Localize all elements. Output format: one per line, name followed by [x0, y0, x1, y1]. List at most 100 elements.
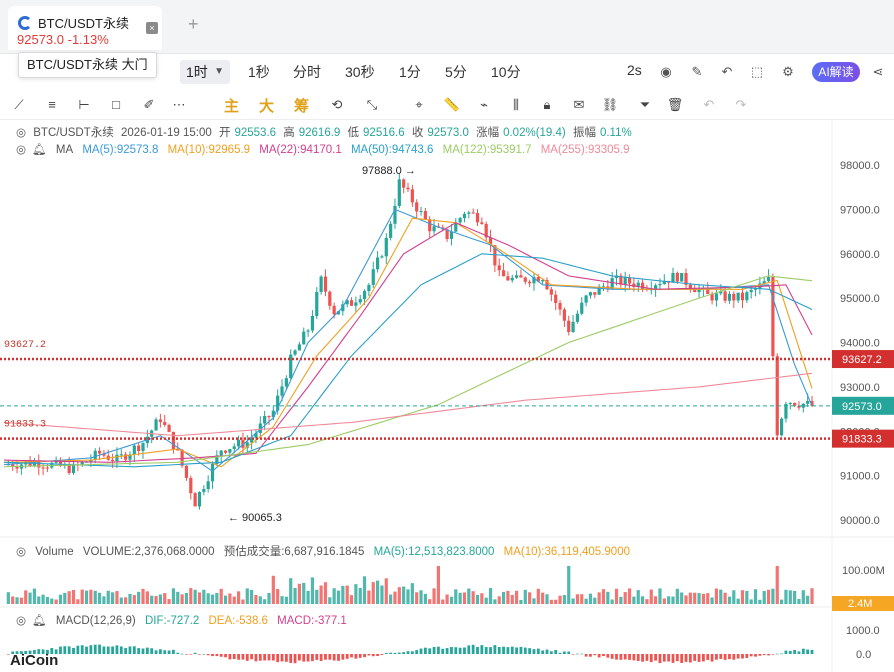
candle-style-icon[interactable]: ⫼	[513, 97, 519, 112]
info-eye-icon[interactable]: ◎	[16, 127, 27, 139]
macd-histogram-bar	[736, 654, 740, 659]
interval-timeline[interactable]: 分时	[293, 64, 321, 80]
undo-layout-icon[interactable]: ↶	[721, 64, 733, 79]
settings-icon[interactable]: ⚙	[782, 64, 794, 79]
volume-bar	[137, 591, 141, 604]
share-icon[interactable]: ⋖	[872, 64, 884, 79]
candle-body	[740, 292, 745, 301]
rectangle-icon[interactable]: □	[112, 97, 120, 112]
close-tab-icon[interactable]: ×	[146, 22, 158, 34]
candle-body	[41, 467, 45, 469]
candle-body	[410, 189, 414, 203]
volume-bar	[654, 596, 658, 604]
interval-1s[interactable]: 1秒	[248, 64, 270, 80]
magnet-icon[interactable]: ⌁	[480, 97, 488, 112]
brush-icon[interactable]: ✐	[143, 97, 155, 112]
interval-selector[interactable]: 1时 ▼	[180, 60, 230, 84]
macd-histogram-bar	[354, 654, 358, 659]
info-high: 92616.9	[298, 127, 341, 139]
macd-histogram-bar	[215, 654, 219, 657]
macd-histogram-bar	[454, 647, 458, 654]
main-force-button[interactable]: 主	[224, 98, 240, 115]
macd-eye-icon[interactable]: ◎	[16, 615, 27, 627]
interval-10m[interactable]: 10分	[491, 64, 521, 80]
candle-body	[6, 464, 10, 466]
volume-legend: ◎ Volume VOLUME:2,376,068.0000 预估成交量:6,6…	[16, 543, 636, 559]
filter-icon[interactable]: ⏷	[639, 97, 651, 112]
macd-histogram-bar	[124, 648, 128, 654]
horizontal-ray-icon[interactable]: ⊢	[78, 97, 90, 112]
macd-histogram-bar	[376, 654, 379, 657]
redo-icon[interactable]: ↷	[735, 97, 747, 112]
volume-bar	[723, 592, 727, 604]
volume-bar	[528, 592, 532, 604]
macd-histogram-bar	[584, 654, 588, 657]
lock-icon[interactable]: 🔒︎	[543, 97, 551, 112]
measure-icon[interactable]: ⤡	[366, 97, 378, 112]
undo-icon[interactable]: ↶	[703, 97, 715, 112]
candle-body	[415, 202, 419, 212]
volume-bar	[632, 596, 636, 604]
candle-body	[428, 219, 432, 232]
candle-body	[158, 419, 162, 422]
trash-icon[interactable]: 🗑︎	[666, 97, 684, 112]
candle-body	[15, 466, 19, 469]
ma-bell-icon[interactable]: 🔔︎	[32, 144, 47, 156]
volume-bar	[323, 582, 328, 604]
macd-histogram-bar	[224, 654, 227, 658]
camera-icon[interactable]: ◉	[660, 64, 672, 79]
candle-body	[510, 277, 514, 281]
volume-bar	[497, 596, 501, 604]
volume-bar	[788, 590, 792, 604]
volume-bar	[575, 594, 580, 604]
layout-icon[interactable]: ⬚	[750, 64, 764, 79]
volume-bar	[684, 595, 688, 604]
volume-bar	[189, 588, 193, 604]
volume-bar	[454, 589, 458, 604]
ma-eye-icon[interactable]: ◎	[16, 144, 27, 156]
macd-histogram-bar	[41, 649, 45, 654]
volume-bar	[132, 595, 136, 604]
candle-body	[706, 287, 710, 294]
refresh-interval[interactable]: 2s	[627, 62, 642, 78]
ma-line-ma22	[3, 222, 813, 463]
macd-histogram-bar	[793, 650, 797, 654]
note-icon[interactable]: ✉	[573, 97, 585, 112]
volume-bar	[410, 583, 414, 604]
big-order-button[interactable]: 大	[259, 98, 275, 115]
horizontal-level-badge-label: 91833.3	[842, 434, 882, 446]
interval-30s[interactable]: 30秒	[345, 64, 375, 80]
symbol-tab[interactable]: BTC/USDT永续 92573.0 -1.13% ×	[8, 6, 162, 50]
ruler-icon[interactable]: 📏	[443, 97, 461, 112]
macd-histogram-bar	[728, 654, 731, 660]
volume-bar	[549, 599, 553, 604]
volume-eye-icon[interactable]: ◎	[16, 546, 27, 558]
select-icon[interactable]: ⌖	[415, 97, 423, 112]
chip-button[interactable]: 筹	[294, 98, 310, 115]
volume-bar	[640, 596, 645, 604]
horizontal-lines-icon[interactable]: ≡	[48, 97, 56, 112]
macd-histogram-bar	[415, 650, 419, 654]
volume-bar	[206, 593, 210, 604]
more-tools-icon[interactable]: ⋯	[172, 97, 186, 112]
edit-icon[interactable]: ✎	[691, 64, 703, 79]
volume-bar	[614, 588, 619, 604]
link-icon[interactable]: ⛓	[601, 97, 619, 112]
interval-1m[interactable]: 1分	[399, 64, 421, 80]
macd-bell-icon[interactable]: 🔔︎	[32, 615, 47, 627]
volume-bar	[484, 597, 488, 604]
interval-5m[interactable]: 5分	[445, 64, 467, 80]
add-tab-icon[interactable]: +	[188, 14, 199, 34]
volume-bar	[250, 589, 254, 604]
volume-bar	[367, 590, 371, 604]
trend-line-icon[interactable]: ⟋	[14, 97, 24, 112]
macd-histogram-bar	[667, 654, 671, 662]
macd-histogram-bar	[471, 644, 475, 654]
volume-bar	[384, 578, 388, 604]
indicator-icon[interactable]: ⟲	[331, 97, 343, 112]
volume-bar	[697, 593, 701, 604]
macd-histogram-bar	[710, 654, 714, 662]
volume-bar	[180, 594, 184, 604]
ai-analysis-button[interactable]: AI解读	[812, 62, 860, 82]
